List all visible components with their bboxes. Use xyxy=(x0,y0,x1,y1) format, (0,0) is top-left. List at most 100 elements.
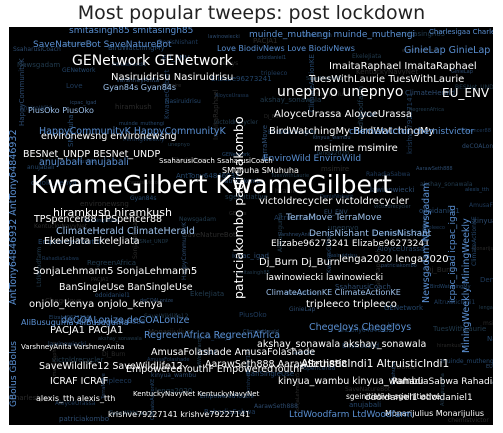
cloud-word: alexis_tth alexis_tth xyxy=(36,394,115,403)
filler-word: DenisNishant xyxy=(320,194,353,200)
cloud-word: krishve79227141 krishve79227141 xyxy=(108,410,250,419)
filler-word: SMuhuha xyxy=(391,362,397,385)
filler-word: smitasingh85 xyxy=(236,270,270,276)
cloud-word: AltruisticIndi1 AltruisticIndi1 xyxy=(301,358,449,370)
filler-word: icpac_igad xyxy=(232,252,269,260)
filler-word: unepnyo xyxy=(328,224,359,232)
filler-word: ChegeJoys xyxy=(207,60,238,67)
cloud-word: Love BiodivNews Love BiodivNews xyxy=(217,44,355,53)
cloud-word: smitasingh85 smitasingh85 xyxy=(69,27,193,36)
filler-word: AloyceUrassa xyxy=(377,245,424,253)
cloud-word: Monarijulius Monarijulius xyxy=(385,409,484,418)
filler-word: Love xyxy=(388,322,400,328)
filler-word: Nasiruidrisu xyxy=(327,253,357,259)
filler-word: onjolo_kenya xyxy=(31,179,77,187)
cloud-word: EmpoweredYouthF EmpoweredYouthF xyxy=(126,364,305,375)
cloud-word: BanSingleUse BanSingleUse xyxy=(59,282,193,293)
filler-word: KentuckyNavyNet xyxy=(34,223,88,230)
filler-word: TPSpencer88 xyxy=(295,365,336,372)
filler-word: lawinowiecki xyxy=(370,186,415,194)
filler-word: environewsng xyxy=(80,200,129,208)
cloud-word: deCOALonize deCOALonize xyxy=(61,315,190,326)
filler-word: lawinowiecki xyxy=(208,34,240,40)
filler-word: anujabali xyxy=(27,164,55,171)
filler-word: akshay_sonawala xyxy=(420,181,473,188)
cloud-word: sgeinitiative sgeinitiative xyxy=(346,392,441,401)
filler-word: EnviroWild xyxy=(342,342,379,350)
cloud-word: odoidaniel1 odoidaniel1 xyxy=(365,393,473,403)
filler-word: KwameGilbert xyxy=(326,230,333,273)
filler-word: akshay_sonawala xyxy=(98,336,142,342)
filler-word: BanSingleUse xyxy=(84,218,118,224)
cloud-word: PiusOko PiusOko xyxy=(28,106,94,115)
cloud-word: ICRAF ICRAF xyxy=(50,376,108,387)
filler-word: tripleeco xyxy=(101,377,132,385)
cloud-word: unepnyo unepnyo xyxy=(277,84,403,100)
filler-word: msimire xyxy=(161,83,181,89)
filler-word: lawinowiecki xyxy=(48,341,86,348)
filler-word: KwameGilbert xyxy=(163,69,171,119)
filler-word: SaveWildlife12 xyxy=(306,76,343,82)
filler-word: environewsng xyxy=(402,48,437,54)
filler-word: odoidaniel1 xyxy=(419,207,460,215)
filler-word: BirdWatchingMy xyxy=(430,284,471,290)
filler-word: AloyceUrassa xyxy=(215,93,249,99)
cloud-word: environewsng environewsng xyxy=(41,131,177,142)
filler-word: ICRAF xyxy=(197,349,217,357)
filler-word: sgeinitiative xyxy=(225,193,268,201)
cloud-word: tripleeco tripleeco xyxy=(306,299,397,310)
filler-word: chemistvictor xyxy=(126,180,161,186)
filler-word: GENetwork xyxy=(62,67,96,74)
cloud-word: GBolus GBolus xyxy=(9,341,19,407)
filler-word: icpac_igad xyxy=(70,100,96,106)
filler-word: hiramkush xyxy=(437,343,463,349)
filler-word: EmpoweredYouthF xyxy=(38,238,103,246)
filler-word: Charlesigaa xyxy=(172,157,208,164)
filler-word: TuesWithLaurie xyxy=(270,173,309,179)
filler-word: BESNet_UNDP xyxy=(133,239,168,245)
filler-word: alexis_tth xyxy=(465,187,489,193)
filler-word: lenga2020 xyxy=(155,387,192,395)
cloud-word: SaveNatureBot SaveNatureBot xyxy=(33,40,172,50)
filler-word: KwameGilbert xyxy=(9,27,11,35)
filler-word: sgeinitiative xyxy=(63,41,94,47)
cloud-word: ClimateHerald ClimateHerald xyxy=(56,226,195,237)
filler-word: GinieLap xyxy=(289,306,315,313)
cloud-word: victoldrecycler victoldrecycler xyxy=(259,196,410,207)
cloud-word: SaveWildlife12 SaveWildlife12 xyxy=(39,361,183,372)
filler-word: AntTony64846932 xyxy=(338,327,393,334)
cloud-word: PACJA1 PACJA1 xyxy=(50,325,123,336)
filler-word: AliBusuguma xyxy=(277,212,284,252)
filler-word: ICRAF xyxy=(359,112,377,119)
cloud-word: Gyan84s Gyan84s xyxy=(103,83,176,92)
filler-word: PACJA1 xyxy=(91,277,109,283)
filler-word: BESNet_UNDP xyxy=(455,84,493,91)
cloud-word: AloyceUrassa AloyceUrassa xyxy=(274,109,412,120)
filler-word: TuesWithLaurie xyxy=(108,410,155,417)
filler-word: GBolus xyxy=(229,211,247,217)
cloud-word: ImaitaRaphael ImaitaRaphael xyxy=(329,61,477,72)
filler-word: BirdWatchingMy xyxy=(268,129,317,136)
filler-word: DenisNishant xyxy=(158,39,198,46)
cloud-word: lawinowiecki lawinowiecki xyxy=(266,273,383,283)
filler-word: LtdWoodfarm xyxy=(197,337,203,371)
filler-word: EU_ENV xyxy=(324,209,348,216)
filler-word: HappyCommunityK xyxy=(181,221,188,280)
cloud-word: kinyua_wambu kinyua_wambu xyxy=(278,376,424,387)
cloud-word: icpac_igad icpac_igad xyxy=(448,205,458,303)
filler-word: SaveNatureBot xyxy=(183,231,236,239)
filler-word: SaveWildlife12 xyxy=(144,313,189,320)
filler-word: AntTony64846932 xyxy=(176,172,240,180)
filler-word: Dj_Burn xyxy=(102,351,126,358)
filler-word: VarshneyAnita xyxy=(278,232,314,238)
cloud-word: SMuhuha SMuhuha xyxy=(222,166,299,175)
filler-word: smitasingh85 xyxy=(398,30,445,38)
filler-word: ClimateHerald xyxy=(405,89,455,97)
cloud-word: EkeleJiata EkeleJiata xyxy=(44,236,140,247)
filler-word: Charlesigaa xyxy=(10,394,51,402)
cloud-word: HappyCommunityK HappyCommunityK xyxy=(39,126,227,137)
filler-word: Gyan84s xyxy=(292,350,314,356)
filler-word: kinyua_wambu xyxy=(473,217,493,225)
filler-word: SsaharusiCoach xyxy=(335,283,391,291)
filler-word: AltruisticIndi1 xyxy=(274,214,322,222)
